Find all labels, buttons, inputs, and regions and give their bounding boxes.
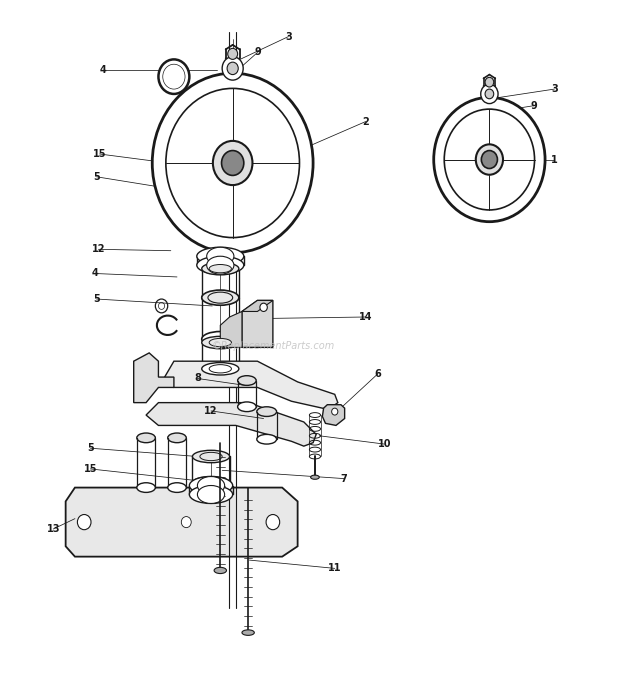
Ellipse shape <box>202 262 239 275</box>
Circle shape <box>445 109 534 210</box>
Ellipse shape <box>209 264 231 273</box>
Circle shape <box>434 98 545 221</box>
Circle shape <box>485 78 494 87</box>
Text: 2: 2 <box>362 116 369 127</box>
Text: 10: 10 <box>378 439 391 449</box>
Ellipse shape <box>242 630 254 635</box>
Text: 12: 12 <box>92 244 105 255</box>
Circle shape <box>266 515 280 529</box>
Ellipse shape <box>311 475 319 480</box>
Circle shape <box>222 57 243 80</box>
Text: 11: 11 <box>328 563 342 574</box>
Ellipse shape <box>237 376 256 385</box>
Circle shape <box>166 89 299 237</box>
Text: 4: 4 <box>99 65 106 75</box>
Ellipse shape <box>192 477 229 489</box>
Ellipse shape <box>257 407 277 417</box>
Text: 1: 1 <box>551 154 558 165</box>
Ellipse shape <box>189 477 232 495</box>
Ellipse shape <box>168 483 186 493</box>
Circle shape <box>78 515 91 529</box>
Polygon shape <box>146 403 316 446</box>
Ellipse shape <box>200 479 222 487</box>
Polygon shape <box>134 353 174 403</box>
Ellipse shape <box>192 450 229 463</box>
Ellipse shape <box>209 338 231 347</box>
Circle shape <box>181 517 191 527</box>
Circle shape <box>260 303 267 311</box>
Ellipse shape <box>206 256 234 274</box>
Ellipse shape <box>137 483 156 493</box>
Circle shape <box>213 141 252 185</box>
Ellipse shape <box>202 331 239 347</box>
Text: 15: 15 <box>84 464 97 474</box>
Polygon shape <box>322 405 345 426</box>
Circle shape <box>481 151 497 169</box>
Ellipse shape <box>209 293 231 302</box>
Text: 3: 3 <box>551 84 558 94</box>
Ellipse shape <box>202 290 239 305</box>
Text: 7: 7 <box>340 473 347 484</box>
Ellipse shape <box>189 486 232 504</box>
Text: 3: 3 <box>285 32 292 42</box>
Ellipse shape <box>257 435 277 444</box>
Polygon shape <box>242 300 273 347</box>
Ellipse shape <box>197 256 244 274</box>
Text: 5: 5 <box>93 294 100 304</box>
Ellipse shape <box>202 363 239 375</box>
Text: 9: 9 <box>254 48 261 57</box>
Polygon shape <box>220 311 242 347</box>
Circle shape <box>228 48 237 60</box>
Ellipse shape <box>206 247 234 265</box>
Ellipse shape <box>202 336 239 349</box>
Text: 12: 12 <box>204 406 218 416</box>
Text: 5: 5 <box>93 172 100 182</box>
Circle shape <box>159 60 189 94</box>
Polygon shape <box>242 300 273 311</box>
Circle shape <box>476 145 503 174</box>
Ellipse shape <box>202 291 239 304</box>
Ellipse shape <box>200 453 222 461</box>
Polygon shape <box>66 488 298 556</box>
Text: 4: 4 <box>91 268 98 278</box>
Circle shape <box>485 89 494 99</box>
Circle shape <box>159 302 165 309</box>
Ellipse shape <box>214 567 226 574</box>
Circle shape <box>227 62 238 75</box>
Circle shape <box>221 151 244 175</box>
Ellipse shape <box>237 402 256 412</box>
Circle shape <box>163 64 185 89</box>
Circle shape <box>332 408 338 415</box>
Circle shape <box>153 73 313 253</box>
Circle shape <box>480 84 498 104</box>
Text: 13: 13 <box>46 524 60 534</box>
Text: 6: 6 <box>374 369 381 379</box>
Ellipse shape <box>208 292 232 303</box>
Ellipse shape <box>197 247 244 265</box>
Text: ©ReplacementParts.com: ©ReplacementParts.com <box>211 341 335 351</box>
Polygon shape <box>165 361 338 410</box>
Ellipse shape <box>209 365 231 373</box>
Text: 9: 9 <box>531 100 538 111</box>
Text: 5: 5 <box>87 443 94 453</box>
Text: 8: 8 <box>194 374 201 383</box>
Text: 14: 14 <box>359 312 373 322</box>
Text: 15: 15 <box>93 149 107 159</box>
Circle shape <box>156 299 168 313</box>
Ellipse shape <box>197 486 224 504</box>
Ellipse shape <box>168 433 186 443</box>
Ellipse shape <box>197 477 224 495</box>
Ellipse shape <box>137 433 156 443</box>
